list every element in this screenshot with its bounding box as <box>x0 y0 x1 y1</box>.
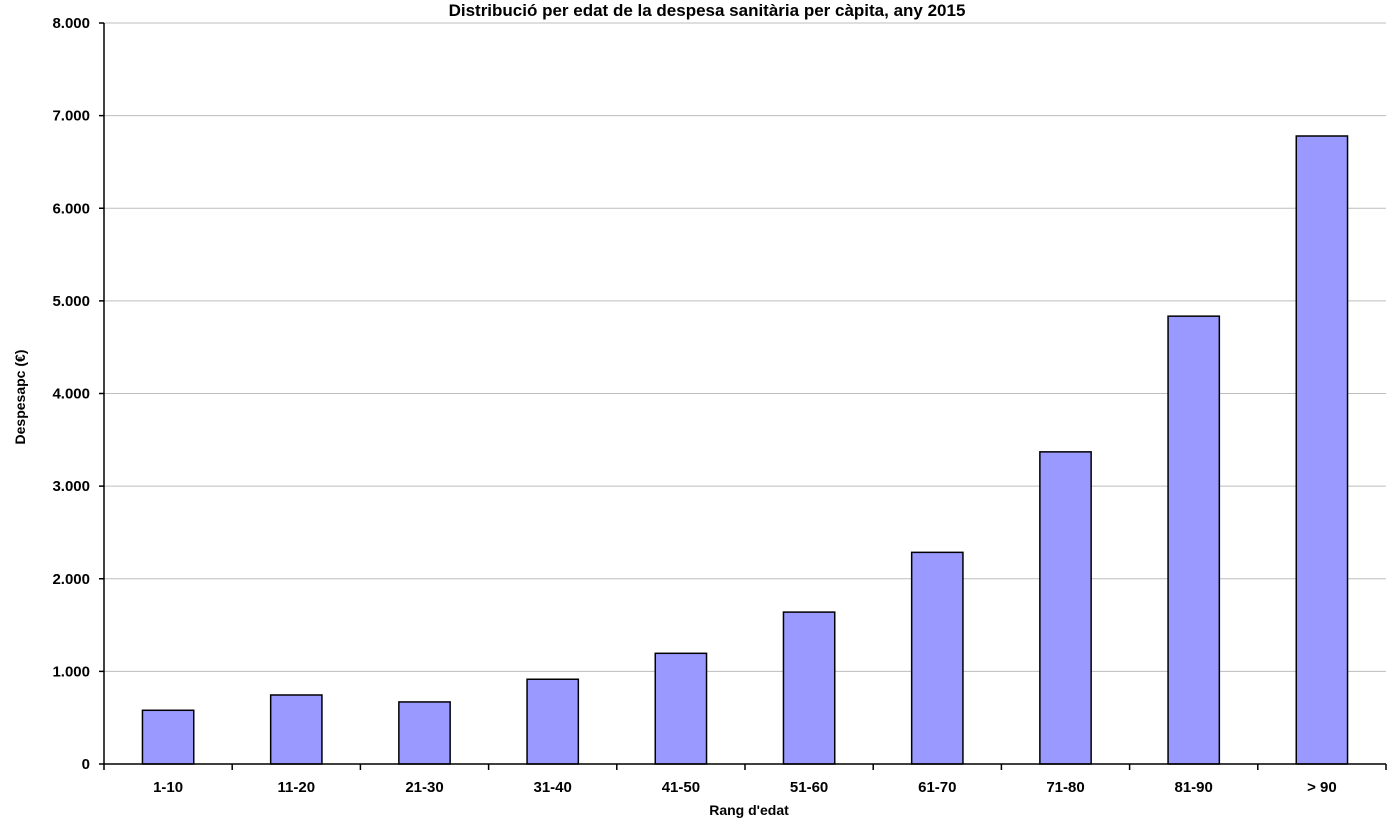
y-tick-label: 4.000 <box>52 386 90 403</box>
y-tick-label: 2.000 <box>52 571 90 588</box>
bar <box>654 652 708 765</box>
x-tick-label: 41-50 <box>662 779 700 796</box>
y-tick-label: 7.000 <box>52 108 90 125</box>
bar <box>141 709 195 765</box>
x-tick-labels: 1-10 11-20 21-30 31-40 41-50 51-60 61-70 71-80 8… <box>153 779 1337 796</box>
y-tick-label: 6.000 <box>52 200 90 217</box>
y-axis-label: Despesapc (€) <box>12 350 28 445</box>
x-tick-label: 1-10 <box>153 779 183 796</box>
chart-title: Distribució per edat de la despesa sanit… <box>449 1 966 20</box>
y-tick-label: 3.000 <box>52 478 90 495</box>
y-tick-labels: 0 1.000 2.000 3.000 4.000 5.000 6.000 7.000 8.00… <box>52 15 90 773</box>
x-tick-label: > 90 <box>1307 779 1337 796</box>
bar <box>782 611 836 765</box>
bar <box>398 701 451 765</box>
axes <box>99 22 1387 770</box>
x-axis-label: Rang d'edat <box>709 802 789 818</box>
bars <box>141 135 1349 765</box>
bar <box>1039 451 1092 765</box>
x-tick-label: 21-30 <box>405 779 443 796</box>
x-tick-label: 31-40 <box>534 779 572 796</box>
bar <box>1295 135 1349 765</box>
y-tick-label: 1.000 <box>52 663 90 680</box>
bar <box>1167 315 1221 765</box>
x-tick-label: 61-70 <box>918 779 956 796</box>
x-tick-label: 81-90 <box>1175 779 1213 796</box>
x-tick-label: 11-20 <box>278 779 316 796</box>
y-tick-label: 0 <box>82 756 90 773</box>
grid-lines <box>104 22 1386 672</box>
x-tick-label: 51-60 <box>790 779 828 796</box>
y-tick-label: 5.000 <box>52 293 90 310</box>
y-tick-label: 8.000 <box>52 15 90 32</box>
bar <box>910 551 964 765</box>
bar <box>526 678 580 765</box>
x-tick-label: 71-80 <box>1046 779 1084 796</box>
bar <box>269 694 323 765</box>
